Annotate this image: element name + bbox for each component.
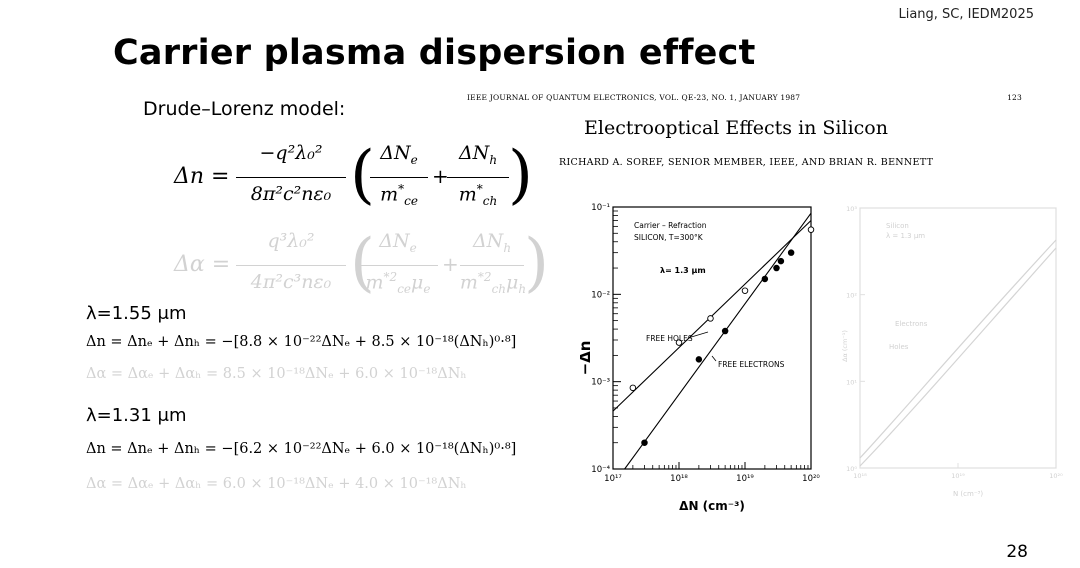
paper-authors: RICHARD A. SOREF, SENIOR MEMBER, IEEE, A… — [559, 157, 934, 168]
journal-line: IEEE JOURNAL OF QUANTUM ELECTRONICS, VOL… — [467, 93, 801, 102]
electrons-fit-line — [624, 212, 812, 470]
electrons-curve — [859, 239, 1057, 459]
x-tick-label: 10¹⁹ — [951, 472, 965, 480]
hole-data-point — [741, 287, 749, 294]
refraction-chart: 10¹⁷ 10¹⁸ 10¹⁹ 10²⁰ 10⁻⁴ 10⁻³ 10⁻² 10⁻¹ Carrier… — [580, 203, 820, 513]
hole-data-point — [675, 339, 683, 346]
fraction-bar — [370, 177, 428, 178]
paren-close: ) — [508, 138, 533, 212]
y-tick-label: 10⁻² — [591, 290, 610, 300]
x-tick-label: 10¹⁹ — [736, 474, 754, 484]
delta-alpha-eq-1550: Δα = Δαₑ + Δαₕ = 8.5 × 10⁻¹⁸ΔNₑ + 6.0 × … — [86, 366, 467, 382]
annotation-silicon: Silicon — [886, 222, 909, 230]
fraction-bar — [447, 177, 509, 178]
plot-frame — [612, 206, 812, 470]
x-tick-label: 10¹⁸ — [853, 472, 867, 480]
hole-data-point — [707, 315, 714, 322]
electron-data-point — [761, 275, 769, 283]
delta-nh-fraction: ΔNh — [458, 142, 498, 167]
m-ch-mu-h: m*2chμh — [459, 270, 527, 297]
delta-alpha-lhs: Δα = — [174, 252, 231, 277]
y-tick-label: 10⁻¹ — [591, 203, 610, 213]
y-tick-label: 10² — [846, 292, 857, 300]
x-tick-label: 10¹⁸ — [670, 474, 688, 484]
y-tick-label: 10⁰ — [846, 465, 857, 473]
delta-n-eq-1310: Δn = Δnₑ + Δnₕ = −[6.2 × 10⁻²²ΔNₑ + 6.0 … — [86, 441, 517, 457]
m-ce: m*ce — [380, 182, 418, 209]
x-axis-label: ΔN (cm⁻³) — [679, 499, 745, 513]
delta-n-formula: Δn = −q²λ₀² 8π²c²nε₀ ( ΔNe m*ce + — [174, 138, 494, 220]
wavelength-label-1310: λ=1.31 μm — [86, 405, 187, 426]
paren-open: ( — [350, 226, 375, 300]
delta-n-denominator: 8π²c²nε₀ — [250, 183, 332, 205]
paper-title: Electrooptical Effects in Silicon — [584, 117, 888, 139]
plus-sign: + — [432, 164, 449, 188]
hole-data-point — [807, 226, 815, 233]
fraction-bar — [236, 265, 346, 266]
holes-curve — [859, 247, 1057, 467]
legend-free-electrons: FREE ELECTRONS — [718, 360, 785, 369]
y-tick-label: 10³ — [846, 205, 857, 213]
y-tick-label: 10⁻³ — [591, 378, 610, 388]
fraction-bar — [236, 177, 346, 178]
model-label: Drude–Lorenz model: — [143, 98, 346, 120]
plot-frame — [859, 207, 1057, 469]
holes-leader-line — [687, 331, 709, 339]
electron-data-point — [773, 264, 780, 272]
electron-data-point — [721, 327, 729, 335]
legend-holes: Holes — [889, 343, 909, 351]
legend-electrons: Electrons — [895, 320, 928, 328]
paper-page-number: 123 — [1007, 93, 1022, 102]
page-number: 28 — [1006, 542, 1028, 562]
electron-data-point — [695, 356, 703, 363]
y-axis-label: Δα (cm⁻¹) — [841, 330, 849, 362]
citation: Liang, SC, IEDM2025 — [898, 7, 1034, 22]
delta-n-numerator: −q²λ₀² — [259, 142, 323, 164]
delta-n-eq-1550: Δn = Δnₑ + Δnₕ = −[8.8 × 10⁻²²ΔNₑ + 8.5 … — [86, 334, 517, 350]
fraction-bar — [358, 265, 438, 266]
delta-ne: ΔNe — [379, 230, 417, 255]
delta-ne: ΔNe — [380, 142, 418, 167]
slide-title: Carrier plasma dispersion effect — [113, 33, 756, 73]
delta-n-lhs: Δn = — [174, 164, 230, 189]
m-ce-mu-e: m*2ceμe — [365, 270, 431, 297]
paren-close: ) — [524, 226, 549, 300]
plus-sign: + — [442, 252, 459, 276]
delta-nh: ΔNh — [472, 230, 512, 255]
absorption-chart: 10¹⁸ 10¹⁹ 10²⁰ 10⁰ 10¹ 10² 10³ Silicon λ = 1.3… — [841, 205, 1063, 498]
y-axis-label: −Δn — [580, 341, 594, 376]
x-tick-label: 10²⁰ — [1049, 472, 1063, 480]
wavelength-label-1550: λ=1.55 μm — [86, 303, 187, 324]
electrons-leader-line — [711, 355, 717, 362]
legend-free-holes: FREE HOLES — [646, 334, 693, 343]
delta-alpha-eq-1310: Δα = Δαₑ + Δαₕ = 6.0 × 10⁻¹⁸ΔNₑ + 4.0 × … — [86, 476, 467, 492]
annotation-carrier-refraction: Carrier – Refraction — [634, 221, 707, 230]
electron-data-point — [777, 257, 785, 265]
annotation-lambda: λ= 1.3 μm — [660, 266, 706, 275]
paren-open: ( — [350, 138, 375, 212]
electron-data-point — [787, 249, 795, 256]
annotation-silicon: SILICON, T=300°K — [634, 233, 704, 242]
x-axis-label: N (cm⁻³) — [953, 490, 983, 498]
annotation-lambda: λ = 1.3 μm — [886, 232, 925, 240]
paper-header: IEEE JOURNAL OF QUANTUM ELECTRONICS, VOL… — [467, 93, 1022, 102]
x-tick-label: 10²⁰ — [802, 474, 820, 484]
electron-data-point — [641, 439, 648, 446]
delta-alpha-denominator: 4π²c³nε₀ — [250, 271, 332, 293]
y-tick-label: 10¹ — [846, 378, 857, 386]
hole-data-point — [629, 384, 637, 392]
delta-alpha-numerator: q³λ₀² — [267, 230, 315, 252]
y-tick-label: 10⁻⁴ — [591, 465, 610, 475]
x-tick-label: 10¹⁷ — [604, 474, 622, 484]
fraction-bar — [460, 265, 524, 266]
m-ch: m*ch — [458, 182, 498, 209]
delta-alpha-formula: Δα = q³λ₀² 4π²c³nε₀ ( ΔNe m*2ceμe + ΔNh … — [174, 226, 549, 306]
